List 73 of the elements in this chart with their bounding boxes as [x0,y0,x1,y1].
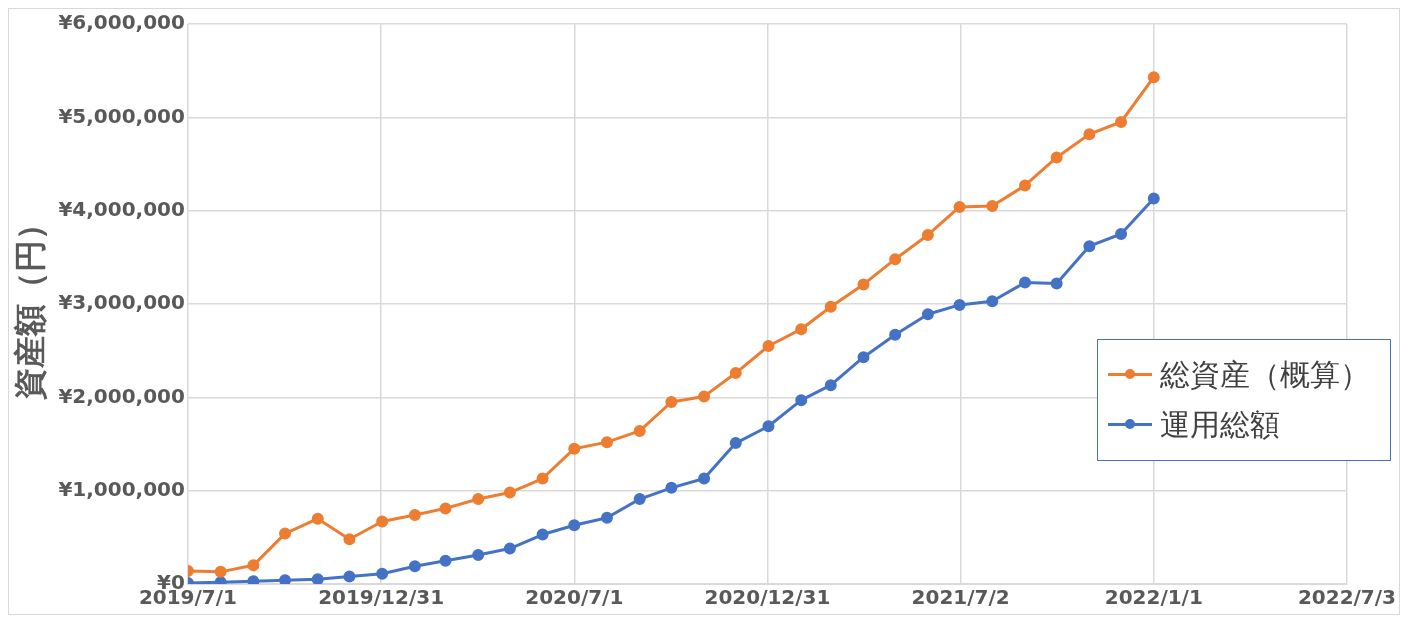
point [762,420,775,433]
point [1115,116,1128,128]
point [1147,71,1160,84]
point [279,527,292,540]
point [376,567,389,580]
y-axis-title: 資産額（円） [10,208,49,401]
point [633,493,646,506]
point [1147,192,1160,205]
point [762,340,775,352]
point [1019,179,1031,192]
point [472,549,485,562]
point [408,508,421,521]
point [1019,276,1031,289]
point [824,379,837,392]
point [953,298,966,311]
point [665,481,678,494]
y-tick-label: ¥5,000,000 [58,103,185,128]
point [1083,240,1096,253]
point [279,574,292,584]
x-tick-label: 2020/12/31 [704,585,831,610]
point [729,437,742,450]
point [857,278,870,291]
point [503,486,516,499]
point [311,512,324,525]
point [986,295,999,308]
y-tick-label: ¥1,000,000 [58,476,185,501]
point [986,200,999,212]
point [729,367,742,380]
point [343,533,356,546]
point [633,424,646,437]
point [1050,277,1063,290]
point [921,228,934,241]
y-tick-label: ¥4,000,000 [58,196,185,221]
point [568,442,581,455]
point [921,308,934,321]
point [600,511,613,524]
point [1050,151,1063,164]
y-tick-label: ¥2,000,000 [58,383,185,408]
point [1083,128,1096,141]
point [536,472,549,485]
point [503,542,516,555]
point [889,328,902,341]
point [343,570,356,583]
point [568,519,581,532]
y-tick-label: ¥3,000,000 [58,290,185,315]
x-tick-label: 2022/1/1 [1104,585,1203,610]
point [1115,228,1128,240]
point [439,502,452,515]
x-tick-label: 2020/7/1 [525,585,624,610]
point [795,323,808,336]
legend-label: 総資産（概算） [1160,355,1370,394]
legend-label: 運用総額 [1160,405,1280,444]
point [953,200,966,213]
point [439,554,452,567]
point [472,493,485,506]
point [311,573,324,584]
point [600,436,613,449]
point [665,396,678,408]
y-tick-label: ¥6,000,000 [58,10,185,35]
point [214,565,227,578]
point [698,390,711,403]
point [698,472,711,485]
point [857,351,870,364]
point [376,515,389,528]
point [824,300,837,313]
point [247,559,260,572]
point [889,253,902,266]
point [408,560,421,573]
x-tick-label: 2021/7/2 [911,585,1010,610]
x-tick-label: 2022/7/3 [1297,585,1396,610]
point [536,528,549,541]
point [795,394,808,407]
x-tick-label: 2019/12/31 [318,585,445,610]
